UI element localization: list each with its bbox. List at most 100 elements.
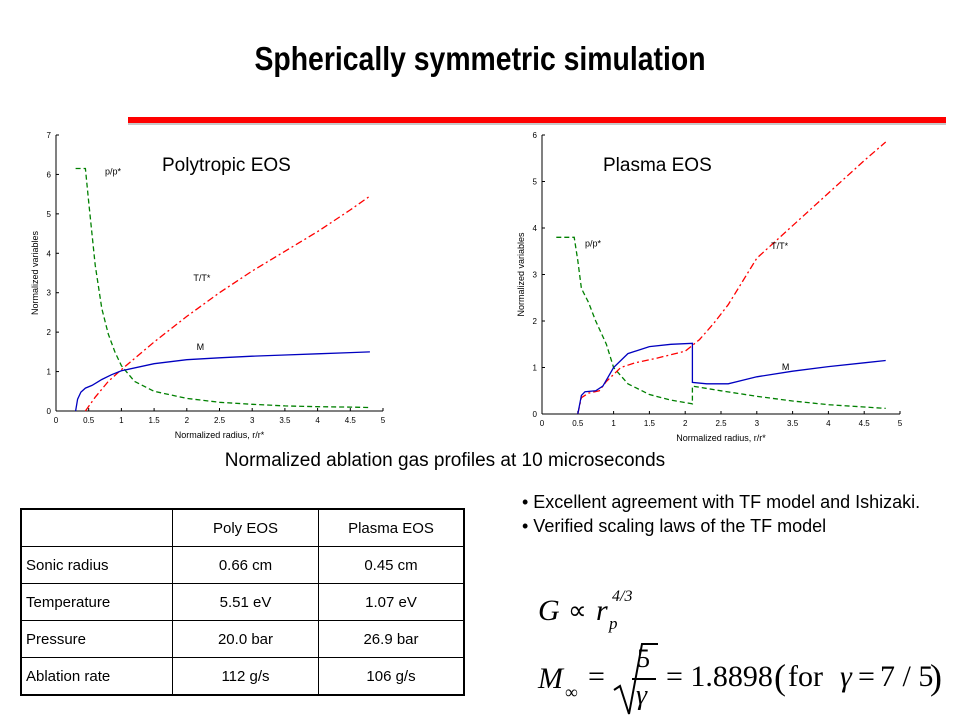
y-tick-label: 5	[47, 210, 52, 219]
x-tick-label: 3.5	[787, 419, 799, 428]
y-axis-label: Normalized variables	[30, 230, 40, 315]
mach-formula: M ∞ = 5 γ = 1.8898 ( for γ = 7 / 5 )	[538, 642, 943, 718]
x-tick-label: 4	[826, 419, 831, 428]
series-annotation: p/p*	[585, 239, 602, 249]
x-tick-label: 0	[540, 419, 545, 428]
x-tick-label: 1	[611, 419, 616, 428]
table-cell: 0.66 cm	[172, 546, 319, 584]
table-row-label: Ablation rate	[20, 657, 173, 696]
x-tick-label: 0	[54, 416, 59, 425]
series-line-pp	[556, 236, 886, 410]
table-cell: 106 g/s	[318, 657, 465, 696]
x-tick-label: 2	[185, 416, 190, 425]
plasma-eos-chart: 0 0.5 1 1.5 2 2.5 3 3.5 4 4.5 5 0 1 2 3 4 5 6 Normalized r…	[516, 131, 903, 443]
y-tick-label: 4	[533, 224, 538, 233]
y-axis-label: Normalized variables	[516, 232, 526, 317]
series-annotation: M	[197, 342, 205, 352]
x-tick-label: 0.5	[572, 419, 584, 428]
x-tick-label: 0.5	[83, 416, 95, 425]
x-tick-label: 3	[250, 416, 255, 425]
y-tick-label: 2	[533, 317, 538, 326]
y-tick-label: 6	[533, 131, 538, 140]
x-tick-label: 3.5	[279, 416, 291, 425]
formula-g: G	[538, 594, 560, 627]
square-root-sign	[613, 643, 658, 715]
x-tick-label: 5	[381, 416, 386, 425]
x-axis-label: Normalized radius, r/r*	[676, 433, 766, 443]
y-tick-label: 0	[533, 410, 538, 419]
series-annotation: T/T*	[193, 273, 210, 283]
fraction-bar	[632, 678, 656, 680]
polytropic-eos-chart: 0 0.5 1 1.5 2 2.5 3 3.5 4 4.5 5 0 1 2 3 4 5 6 7 Normalized …	[30, 131, 386, 440]
formula-equals-2: =	[858, 660, 875, 693]
series-line-tt	[84, 195, 371, 412]
x-tick-label: 5	[898, 419, 903, 428]
title-divider-shadow	[128, 123, 946, 125]
formula-numerator: 5	[637, 644, 650, 673]
table-row: Pressure 20.0 bar 26.9 bar	[20, 620, 465, 658]
series-annotation: p/p*	[105, 166, 122, 176]
series-line-pp	[75, 167, 370, 409]
x-tick-label: 1.5	[149, 416, 161, 425]
table-cell: 112 g/s	[172, 657, 319, 696]
series-line-m	[74, 351, 370, 412]
table-cell: 20.0 bar	[172, 620, 319, 658]
title-divider-red	[128, 117, 946, 123]
y-tick-label: 7	[47, 131, 52, 140]
x-tick-label: 4	[315, 416, 320, 425]
formula-exponent: 4/3	[612, 588, 633, 605]
paren-open: (	[774, 657, 786, 697]
paren-close: )	[930, 657, 942, 697]
formula-gamma-value: 7 / 5	[880, 660, 934, 693]
x-tick-label: 4.5	[859, 419, 871, 428]
results-table: Poly EOS Plasma EOS Sonic radius 0.66 cm…	[20, 508, 465, 696]
series-annotation: T/T*	[771, 241, 788, 251]
table-cell: 0.45 cm	[318, 546, 465, 584]
bullet-item: • Excellent agreement with TF model and …	[522, 492, 921, 512]
y-tick-label: 5	[533, 178, 538, 187]
series-line-m	[577, 342, 886, 415]
x-tick-label: 4.5	[345, 416, 357, 425]
table-cell: 26.9 bar	[318, 620, 465, 658]
formula-denominator: γ	[636, 680, 648, 711]
series-annotation: M	[782, 362, 790, 372]
bullet-item: • Verified scaling laws of the TF model	[522, 516, 827, 536]
formula-value: = 1.8898	[666, 660, 773, 693]
formula-r: r	[596, 594, 608, 627]
table-header-cell: Plasma EOS	[318, 508, 465, 547]
table-row: Ablation rate 112 g/s 106 g/s	[20, 657, 465, 696]
y-tick-label: 1	[533, 364, 538, 373]
x-tick-label: 2	[683, 419, 688, 428]
y-tick-label: 2	[47, 328, 52, 337]
y-tick-label: 0	[47, 407, 52, 416]
scaling-law-formula: G ∝ r p 4/3	[538, 588, 638, 640]
table-row-label: Temperature	[20, 583, 173, 621]
formula-equals: =	[588, 660, 605, 693]
x-tick-label: 3	[755, 419, 760, 428]
formula-for: for	[788, 660, 823, 693]
x-axis-label: Normalized radius, r/r*	[175, 430, 265, 440]
x-tick-label: 1.5	[644, 419, 656, 428]
bullet-notes: • Excellent agreement with TF model and …	[522, 490, 942, 538]
figure-caption: Normalized ablation gas profiles at 10 m…	[224, 450, 666, 471]
x-tick-label: 1	[119, 416, 124, 425]
x-tick-label: 2.5	[715, 419, 727, 428]
table-cell: 5.51 eV	[172, 583, 319, 621]
table-header-cell: Poly EOS	[172, 508, 319, 547]
y-tick-label: 3	[47, 289, 52, 298]
table-cell: 1.07 eV	[318, 583, 465, 621]
table-header-cell	[20, 508, 173, 547]
x-tick-label: 2.5	[214, 416, 226, 425]
y-tick-label: 6	[47, 170, 52, 179]
proportional-symbol: ∝	[568, 596, 587, 625]
formula-m: M	[538, 662, 563, 695]
table-header-row: Poly EOS Plasma EOS	[20, 508, 465, 547]
formula-r-subscript: p	[609, 614, 618, 633]
table-row: Temperature 5.51 eV 1.07 eV	[20, 583, 465, 621]
chart-title-plasma: Plasma EOS	[603, 155, 712, 176]
y-tick-label: 4	[47, 249, 52, 258]
table-row: Sonic radius 0.66 cm 0.45 cm	[20, 546, 465, 584]
slide-title: Spherically symmetric simulation	[254, 40, 706, 77]
formula-m-subscript: ∞	[565, 682, 578, 702]
chart-title-polytropic: Polytropic EOS	[162, 155, 291, 176]
